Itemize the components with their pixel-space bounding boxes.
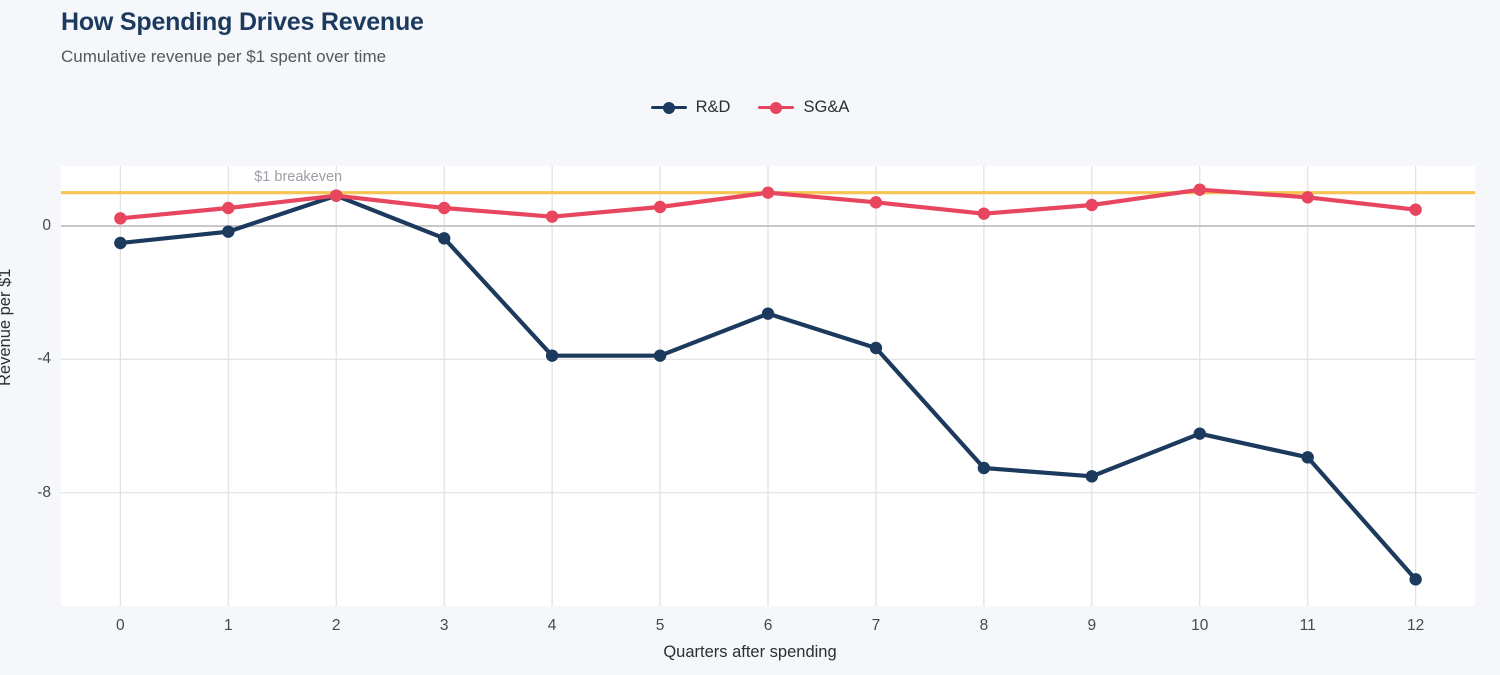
legend-item-rnd[interactable]: R&D (650, 98, 731, 117)
x-axis-tick: 0 (116, 617, 125, 634)
plot-svg (61, 166, 1475, 606)
x-axis-tick: 6 (763, 617, 773, 634)
chart-title: How Spending Drives Revenue (61, 8, 424, 36)
legend-marker-rnd (662, 101, 675, 114)
legend-swatch-rnd-icon (650, 101, 687, 115)
x-axis-label: Quarters after spending (663, 643, 837, 661)
data-series (114, 183, 1422, 586)
grid-lines (61, 166, 1475, 606)
x-axis-tick: 9 (1087, 617, 1097, 634)
y-axis-tick: 0 (42, 217, 51, 234)
breakeven-annotation-label: $1 breakeven (254, 168, 343, 185)
x-axis-tick: 3 (439, 617, 449, 634)
y-axis-tick: -8 (37, 483, 51, 501)
legend-label-rnd: R&D (695, 98, 731, 116)
x-axis-tick: 7 (871, 617, 881, 634)
x-axis-tick: 8 (979, 617, 989, 634)
legend-item-sga[interactable]: SG&A (758, 98, 849, 117)
x-axis-tick: 12 (1407, 617, 1425, 634)
x-axis-tick: 1 (223, 617, 233, 634)
chart-legend: R&D SG&A (0, 98, 1500, 117)
x-axis-tick: 2 (331, 617, 341, 634)
plot-area: $1 breakeven (61, 166, 1475, 606)
x-axis-tick: 5 (655, 617, 665, 634)
x-axis-tick: 10 (1191, 617, 1209, 634)
legend-label-sga: SG&A (803, 98, 850, 116)
legend-swatch-sga-icon (758, 101, 795, 115)
legend-marker-sga (770, 101, 783, 114)
chart-subtitle: Cumulative revenue per $1 spent over tim… (61, 47, 387, 66)
x-axis-tick: 11 (1299, 617, 1316, 634)
y-axis-tick: -4 (37, 350, 51, 368)
x-axis-tick: 4 (547, 617, 557, 634)
y-axis-label: Revenue per $1 (0, 268, 14, 386)
